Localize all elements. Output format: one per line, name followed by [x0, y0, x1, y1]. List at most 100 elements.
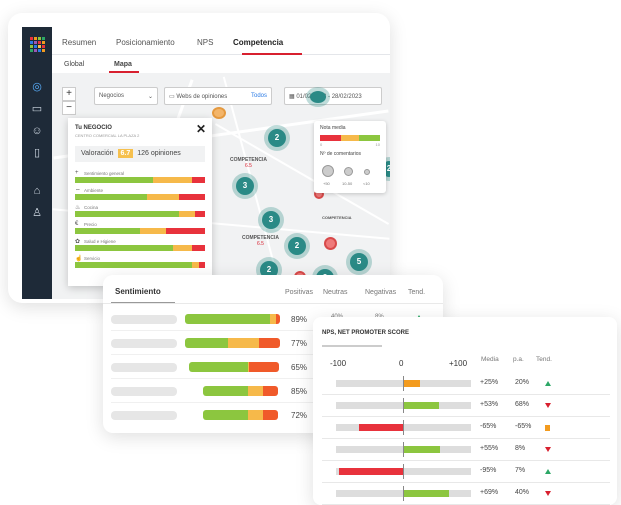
- cooking-pot-icon: ♨: [75, 205, 81, 211]
- tab-competencia[interactable]: Competencia: [233, 38, 284, 47]
- positivas-pct: 85%: [291, 387, 308, 396]
- map-cluster[interactable]: [310, 91, 326, 103]
- legend-color-scale: [320, 135, 380, 141]
- nps-pa: 40%: [515, 489, 530, 496]
- nps-fill: [403, 380, 420, 387]
- nps-row: +55% 8%: [322, 439, 610, 461]
- sentimiento-row: 89%: [111, 307, 441, 331]
- nps-track: [336, 398, 471, 413]
- legend-size-medium: [344, 167, 353, 176]
- popup-row: € Precio: [75, 221, 205, 234]
- bar-segment-pos: [203, 386, 248, 396]
- nps-axis-max: +100: [449, 359, 468, 368]
- nps-fill: [403, 402, 439, 409]
- map-cluster[interactable]: 2: [382, 161, 390, 177]
- plus-icon: +: [75, 170, 79, 176]
- sentimiento-row: 65%: [111, 355, 441, 379]
- popup-address: CENTRO COMERCIAL LA PLAZA 2: [75, 133, 140, 138]
- bar-segment-neu: [227, 338, 260, 348]
- legend-size-small: [364, 169, 370, 175]
- positivas-pct: 77%: [291, 339, 308, 348]
- comment-icon: ▭: [169, 94, 177, 100]
- map-cluster[interactable]: 3: [236, 177, 254, 195]
- user-icon[interactable]: ♙: [32, 207, 42, 219]
- map-label: COMPETENCIA 6.5: [230, 157, 267, 169]
- popup-row-bar: [75, 177, 205, 183]
- map-legend: Nota media 0 10 Nº de comentarios +50 10-…: [314, 121, 386, 193]
- bar-segment-neg: [276, 314, 280, 324]
- thumbs-up-icon: ☝: [75, 256, 83, 262]
- bar-segment-neg: [259, 338, 280, 348]
- nps-media: +25%: [480, 379, 499, 386]
- popup-row-label: Ambiente: [84, 188, 104, 193]
- nps-row: +53% 68%: [322, 395, 610, 417]
- negocios-dropdown[interactable]: Negocios ⌄: [94, 87, 158, 105]
- nps-media: +55%: [480, 445, 499, 452]
- popup-row: ⌔ Ambiente: [75, 188, 205, 200]
- nps-track: [336, 486, 471, 501]
- sentimiento-bar: [203, 386, 278, 396]
- nps-track: [336, 442, 471, 457]
- valoracion-label: Valoración: [81, 150, 114, 157]
- nps-card: NPS, NET PROMOTER SCORE -100 0 +100 Medi…: [313, 317, 617, 505]
- legend-size-label: +50: [323, 181, 330, 186]
- trend-flat-icon: [545, 425, 550, 431]
- map-cluster[interactable]: 2: [260, 261, 278, 279]
- clipboard-icon[interactable]: ▯: [33, 147, 41, 159]
- hygiene-icon: ✿: [75, 239, 81, 245]
- row-name-placeholder: [111, 387, 177, 396]
- header-tend: Tend.: [408, 289, 426, 296]
- trend-down-icon: [545, 403, 551, 408]
- zoom-in-button[interactable]: +: [62, 87, 76, 101]
- store-icon[interactable]: ⌂: [33, 185, 41, 197]
- sentimiento-bar: [185, 338, 280, 348]
- sub-nav: Global Mapa: [52, 55, 390, 73]
- subtab-global[interactable]: Global: [64, 61, 85, 68]
- map-cluster[interactable]: 2: [268, 129, 286, 147]
- close-icon[interactable]: ✕: [195, 122, 206, 136]
- zoom-out-button[interactable]: −: [62, 101, 76, 115]
- header-pa: p.a.: [513, 356, 524, 363]
- popup-row-label: Sentimiento general: [84, 171, 125, 176]
- popup-row: + Sentimiento general: [75, 170, 205, 183]
- popup-row-label: Servicio: [84, 256, 101, 261]
- popup-row: ✿ Salud e Higiene: [75, 239, 205, 251]
- popup-row-bar: [75, 211, 205, 217]
- nps-title-underline: [322, 345, 382, 347]
- nps-track: [336, 464, 471, 479]
- tab-resumen[interactable]: Resumen: [62, 38, 97, 47]
- competitor-pin[interactable]: [212, 107, 226, 119]
- tab-posicionamiento[interactable]: Posicionamiento: [116, 38, 175, 47]
- globe-icon[interactable]: ◎: [32, 81, 42, 93]
- webs-opiniones-label: Webs de opiniones: [176, 94, 228, 100]
- sentimiento-bar: [185, 314, 280, 324]
- row-name-placeholder: [111, 339, 177, 348]
- bar-segment-neu: [248, 386, 263, 396]
- smiley-icon[interactable]: ☺: [31, 125, 43, 137]
- map-cluster[interactable]: 3: [262, 211, 280, 229]
- date-range-picker[interactable]: ▦ 01/02/2023 - 28/02/2023: [284, 87, 382, 105]
- bar-segment-neu: [269, 314, 277, 324]
- nps-title: NPS, NET PROMOTER SCORE: [322, 330, 410, 336]
- bar-segment-neg: [263, 410, 278, 420]
- popup-row: ♨ Cocina: [75, 205, 205, 217]
- bar-segment-neg: [263, 386, 278, 396]
- nps-track: [336, 420, 471, 435]
- competitor-pin[interactable]: [324, 237, 337, 250]
- map-cluster[interactable]: 5: [350, 253, 368, 271]
- comment-icon[interactable]: ▭: [31, 103, 43, 115]
- header-positivas: Positivas: [285, 289, 314, 296]
- nps-row: -95% 7%: [322, 461, 610, 483]
- row-name-placeholder: [111, 315, 177, 324]
- tab-nps[interactable]: NPS: [197, 38, 214, 47]
- webs-opiniones-dropdown[interactable]: ▭ Webs de opiniones Todos: [164, 87, 272, 105]
- map-label: COMPETENCIA: [322, 215, 352, 220]
- valoracion-score: 6.7: [117, 149, 134, 158]
- chevron-down-icon: ⌄: [147, 94, 153, 100]
- subtab-mapa[interactable]: Mapa: [114, 61, 132, 68]
- bar-segment-neg: [249, 362, 279, 372]
- nps-zero-line: [403, 442, 404, 457]
- app-logo: [30, 37, 45, 52]
- map-label: COMPETENCIA 6.5: [242, 235, 279, 247]
- map-cluster[interactable]: 2: [288, 237, 306, 255]
